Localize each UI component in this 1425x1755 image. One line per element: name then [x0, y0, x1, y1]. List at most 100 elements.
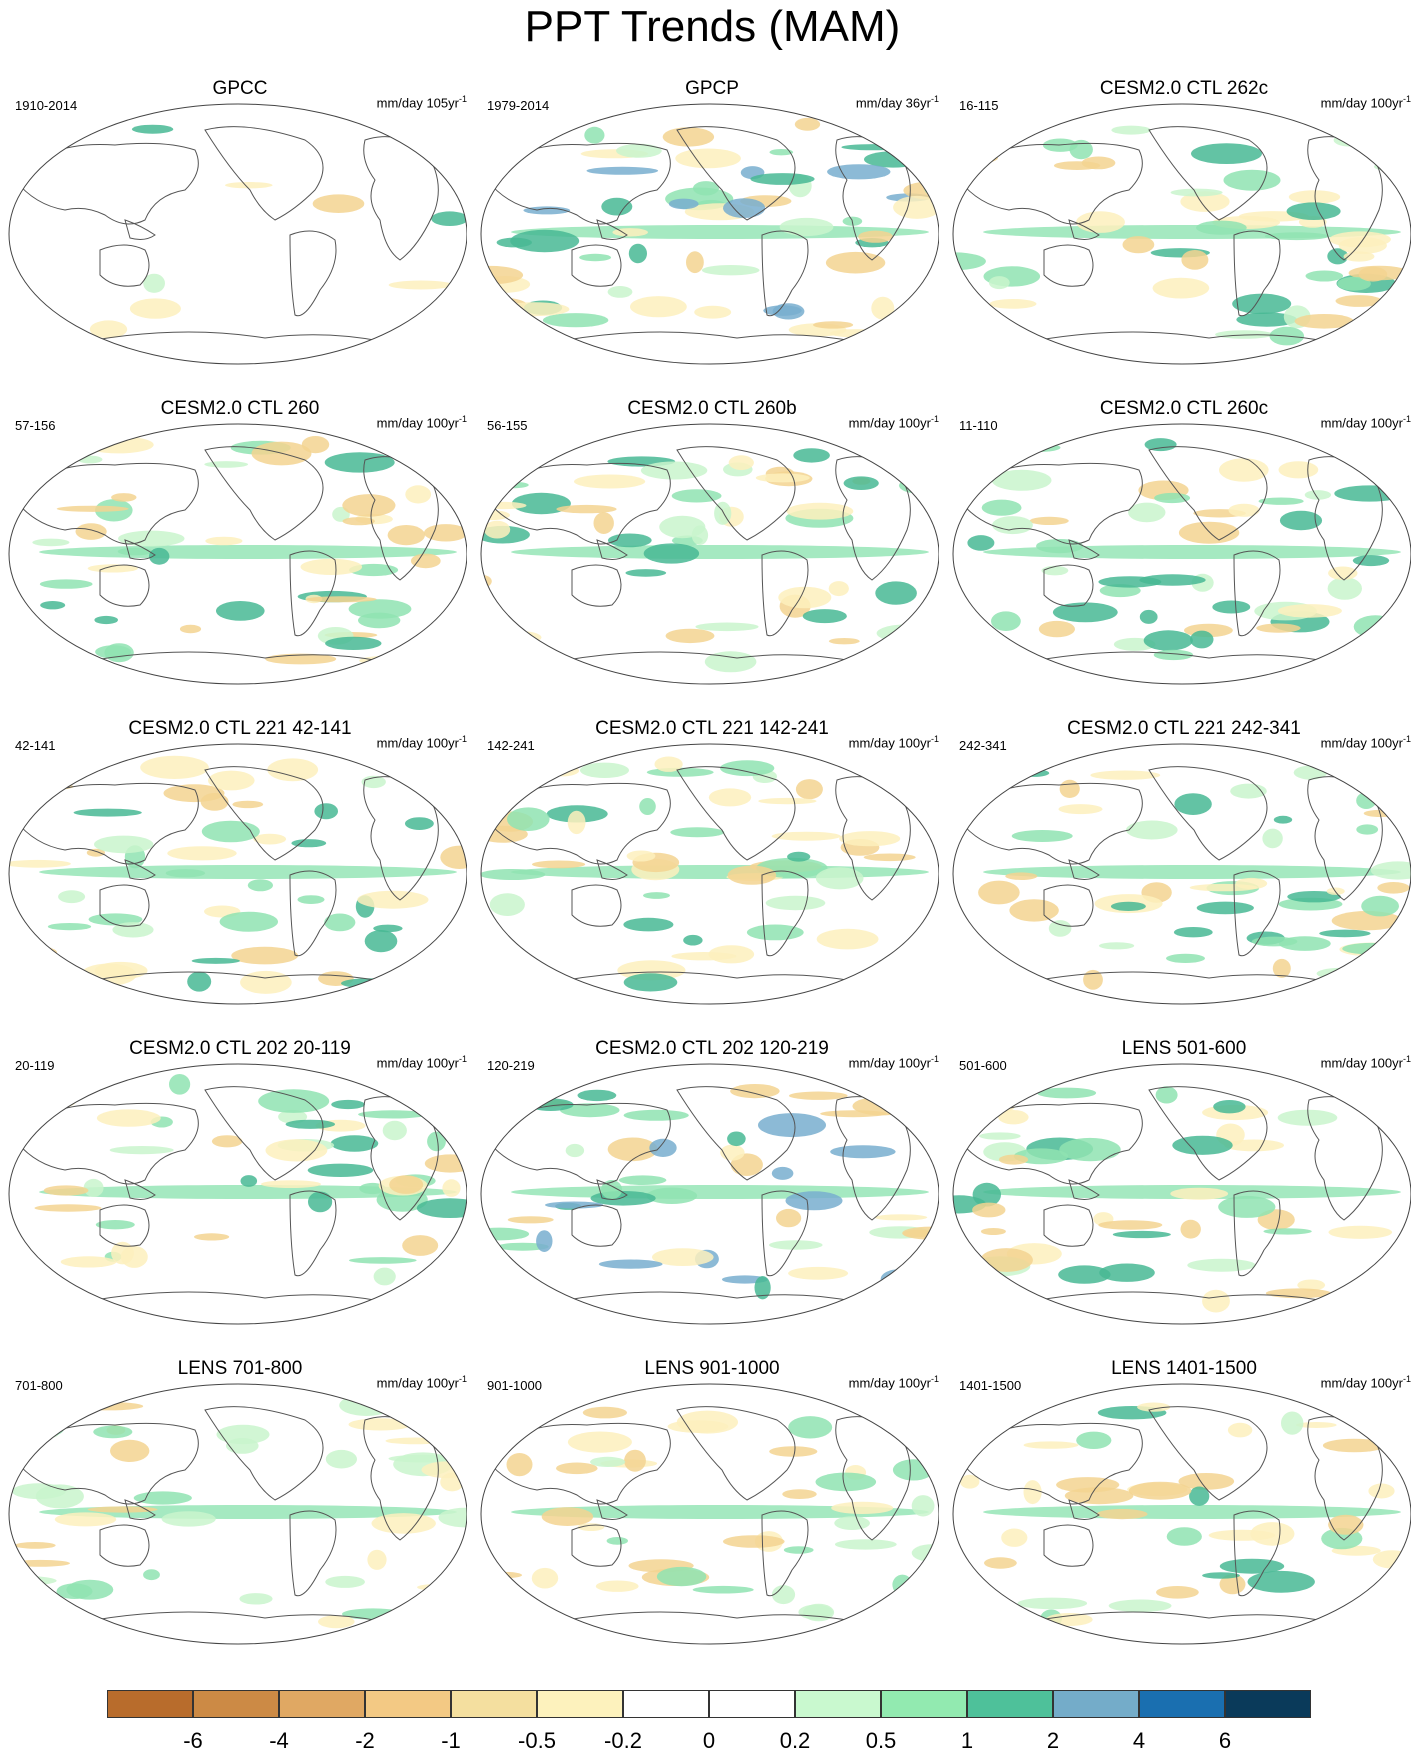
- trend-patch: [1287, 891, 1341, 903]
- trend-patch: [670, 827, 725, 838]
- coastline-path: [1068, 1179, 1100, 1200]
- panel-units: mm/day 100yr-1: [848, 1054, 939, 1071]
- trend-patch: [640, 461, 708, 480]
- trend-patch: [1009, 899, 1059, 922]
- trend-patch: [1368, 1483, 1395, 1499]
- trend-patch: [913, 316, 936, 324]
- coastline-path: [1233, 550, 1281, 637]
- trend-patch: [1236, 312, 1297, 327]
- trend-patch: [89, 320, 128, 339]
- panel-period: 56-155: [487, 418, 528, 433]
- trend-patch: [1278, 461, 1319, 479]
- trend-patch: [1394, 1078, 1411, 1090]
- coastline-path: [289, 1510, 337, 1597]
- trend-patch: [992, 516, 1033, 535]
- trend-patch: [267, 758, 319, 782]
- trend-patch: [423, 647, 440, 659]
- trend-patch: [694, 305, 732, 319]
- trend-patch: [1191, 143, 1262, 164]
- coastline-path: [1233, 1190, 1281, 1277]
- panel-period: 242-341: [959, 738, 1007, 753]
- trend-patch: [783, 1546, 814, 1554]
- trend-patch: [1338, 237, 1387, 254]
- trend-patch: [410, 553, 441, 569]
- trend-patch: [1143, 630, 1193, 651]
- trend-patch: [765, 895, 826, 911]
- coastline-path: [676, 446, 796, 541]
- coastline-path: [14, 782, 199, 865]
- trend-patch: [339, 1394, 394, 1416]
- trend-patch: [481, 1598, 507, 1614]
- coastline-path: [1038, 971, 1330, 983]
- trend-patch: [771, 831, 841, 841]
- coastline-path: [99, 564, 150, 607]
- trend-patch: [95, 645, 132, 659]
- coastline-path: [596, 1499, 628, 1520]
- trend-patch: [1295, 1422, 1337, 1428]
- trend-patch: [219, 911, 278, 932]
- panel-title: GPCC: [212, 78, 268, 99]
- coastline-path: [761, 550, 809, 637]
- map-projection: [480, 1063, 939, 1325]
- trend-patch: [357, 890, 429, 909]
- panel-units: mm/day 100yr-1: [376, 414, 467, 431]
- trend-patch: [1128, 502, 1166, 523]
- coastline-path: [486, 1422, 671, 1505]
- trend-patch: [291, 839, 327, 848]
- trend-patch: [813, 321, 854, 329]
- trend-patch: [43, 1185, 89, 1196]
- trend-patch: [1180, 191, 1230, 212]
- trend-patch: [579, 253, 612, 262]
- colorbar-segment: [193, 1690, 279, 1718]
- trend-patch: [1256, 623, 1301, 633]
- trend-patch: [1319, 929, 1371, 938]
- colorbar-segment: [1139, 1690, 1225, 1718]
- coastlines: [14, 446, 439, 663]
- figure-title: PPT Trends (MAM): [524, 2, 901, 51]
- coastline-path: [124, 1179, 156, 1200]
- trend-patch: [87, 1506, 158, 1513]
- trend-patch: [73, 1402, 144, 1411]
- trend-patch: [820, 1110, 887, 1118]
- trend-patch: [1170, 1187, 1229, 1200]
- panel-period: 701-800: [15, 1378, 63, 1393]
- trend-patch: [1279, 510, 1323, 531]
- trend-patch: [1154, 492, 1191, 504]
- panel-title: CESM2.0 CTL 260b: [627, 398, 797, 419]
- trend-patch: [83, 1178, 104, 1197]
- map-outline: [480, 103, 939, 365]
- trend-patch: [953, 766, 990, 789]
- trend-patch: [1304, 490, 1332, 500]
- map-panel: CESM2.0 CTL 260c 11-110 mm/day 100yr-1: [949, 398, 1419, 698]
- trend-patch: [858, 230, 893, 243]
- trend-patch: [307, 1163, 374, 1177]
- coastline-path: [1068, 219, 1100, 240]
- trend-patch: [827, 164, 891, 180]
- trend-patch: [495, 481, 529, 489]
- trend-patch: [1213, 1100, 1246, 1114]
- trend-patch: [312, 194, 365, 213]
- map-projection: [8, 423, 467, 685]
- trend-patch: [1277, 604, 1342, 618]
- trend-patch: [330, 1135, 379, 1152]
- panel-units: mm/day 100yr-1: [376, 734, 467, 751]
- trend-patch: [1370, 1403, 1411, 1419]
- map-projection: [480, 743, 939, 1005]
- trend-patch: [1328, 566, 1358, 580]
- coastline-path: [676, 766, 796, 861]
- trend-patch: [1316, 967, 1362, 980]
- trend-patch: [871, 296, 895, 320]
- trend-patch: [143, 1569, 160, 1581]
- trend-patch: [1377, 882, 1410, 894]
- map-projection: [8, 1383, 467, 1645]
- trend-patch: [216, 601, 265, 621]
- trend-patch: [1178, 521, 1240, 544]
- panel-title: LENS 701-800: [177, 1358, 303, 1379]
- colorbar-tick-label: 0.5: [865, 1728, 897, 1753]
- trend-patch: [1059, 779, 1080, 798]
- trend-patch: [129, 298, 181, 319]
- trend-patch: [1277, 1109, 1338, 1126]
- panel-title: CESM2.0 CTL 202 120-219: [595, 1038, 829, 1059]
- trend-patch: [793, 448, 830, 463]
- map-panel: LENS 901-1000 901-1000 mm/day 100yr-1: [477, 1358, 947, 1658]
